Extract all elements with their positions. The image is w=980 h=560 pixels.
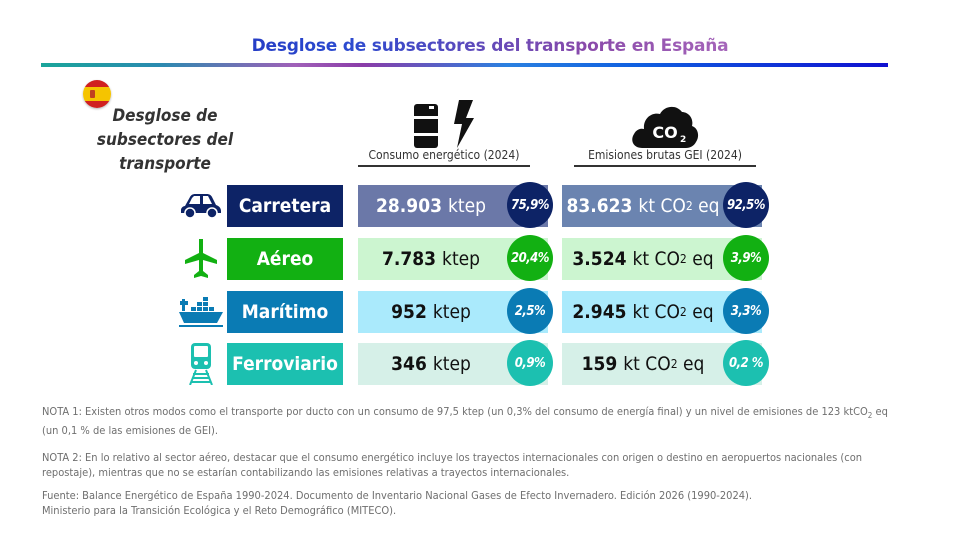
train-icon (189, 343, 213, 385)
energy-number: 28.903 (376, 195, 442, 217)
energy-percentage-badge: 20,4% (507, 235, 553, 281)
row-aereo: Aéreo 7.783 ktep 20,4% 3.524 kt CO 2 eq 3… (0, 235, 980, 281)
cargo-ship-icon (179, 297, 223, 327)
spain-flag-icon (83, 80, 111, 108)
svg-text:CO: CO (652, 123, 677, 142)
mode-label: Carretera (227, 185, 343, 227)
emissions-unit-tail: eq (692, 301, 714, 323)
svg-text:2: 2 (680, 135, 686, 145)
emissions-unit-tail: eq (683, 353, 705, 375)
emissions-percentage-badge: 0,2 % (723, 340, 769, 386)
row-ferroviario: Ferroviario 346 ktep 0,9% 159 kt CO 2 eq … (0, 340, 980, 386)
footnotes: NOTA 1: Existen otros modos como el tran… (42, 404, 902, 518)
co2-cloud-icon: CO 2 (632, 106, 699, 148)
emissions-number: 2.945 (572, 301, 627, 323)
energy-number: 952 (391, 301, 427, 323)
source-line-2: Ministerio para la Transición Ecológica … (42, 504, 397, 518)
emissions-unit: kt CO (623, 353, 671, 375)
emissions-unit-tail: eq (692, 248, 714, 270)
energy-unit: ktep (442, 248, 481, 270)
energy-percentage-badge: 0,9% (507, 340, 553, 386)
subscript: 2 (867, 411, 873, 421)
emissions-unit: kt CO (632, 248, 680, 270)
source: Fuente: Balance Energético de España 199… (42, 488, 902, 518)
energy-percentage-badge: 75,9% (507, 182, 553, 228)
energy-unit: ktep (447, 195, 486, 217)
side-heading: Desglose de subsectores del transporte (96, 106, 234, 174)
source-line-1: Fuente: Balance Energético de España 199… (42, 489, 753, 503)
emissions-percentage-badge: 92,5% (723, 182, 769, 228)
page-title: Desglose de subsectores del transporte e… (0, 36, 980, 56)
row-maritimo: Marítimo 952 ktep 2,5% 2.945 kt CO 2 eq 3… (0, 288, 980, 334)
lightning-bolt-icon (454, 100, 474, 148)
emissions-number: 3.524 (572, 248, 627, 270)
energy-number: 7.783 (381, 248, 437, 270)
energy-unit: ktep (432, 301, 471, 323)
car-icon (181, 194, 221, 218)
energy-number: 346 (391, 353, 427, 375)
note-1: NOTA 1: Existen otros modos como el tran… (42, 404, 902, 438)
oil-barrel-icon (413, 104, 439, 148)
emissions-percentage-badge: 3,9% (723, 235, 769, 281)
column-header-energy: Consumo energético (2024) (358, 96, 530, 167)
emissions-column-label: Emisiones brutas GEI (2024) (574, 148, 756, 167)
emissions-unit: kt CO (638, 195, 686, 217)
emissions-unit: kt CO (632, 301, 680, 323)
emissions-number: 159 (581, 353, 618, 375)
emissions-number: 83.623 (566, 195, 633, 217)
energy-column-label: Consumo energético (2024) (358, 148, 530, 167)
gradient-divider (41, 63, 888, 67)
mode-label: Aéreo (227, 238, 343, 280)
emissions-unit-tail: eq (698, 195, 720, 217)
emissions-percentage-badge: 3,3% (723, 288, 769, 334)
energy-percentage-badge: 2,5% (507, 288, 553, 334)
mode-label: Marítimo (227, 291, 343, 333)
mode-label: Ferroviario (227, 343, 343, 385)
note-1-text: NOTA 1: Existen otros modos como el tran… (42, 405, 868, 418)
row-carretera: Carretera 28.903 ktep 75,9% 83.623 kt CO… (0, 182, 980, 228)
column-header-emissions: CO 2 Emisiones brutas GEI (2024) (574, 96, 756, 167)
note-1-text-end: eq (un 0,1 % de las emisiones de GEI). (42, 405, 888, 438)
airplane-icon (185, 239, 217, 278)
energy-unit: ktep (432, 353, 471, 375)
note-2: NOTA 2: En lo relativo al sector aéreo, … (42, 451, 863, 480)
